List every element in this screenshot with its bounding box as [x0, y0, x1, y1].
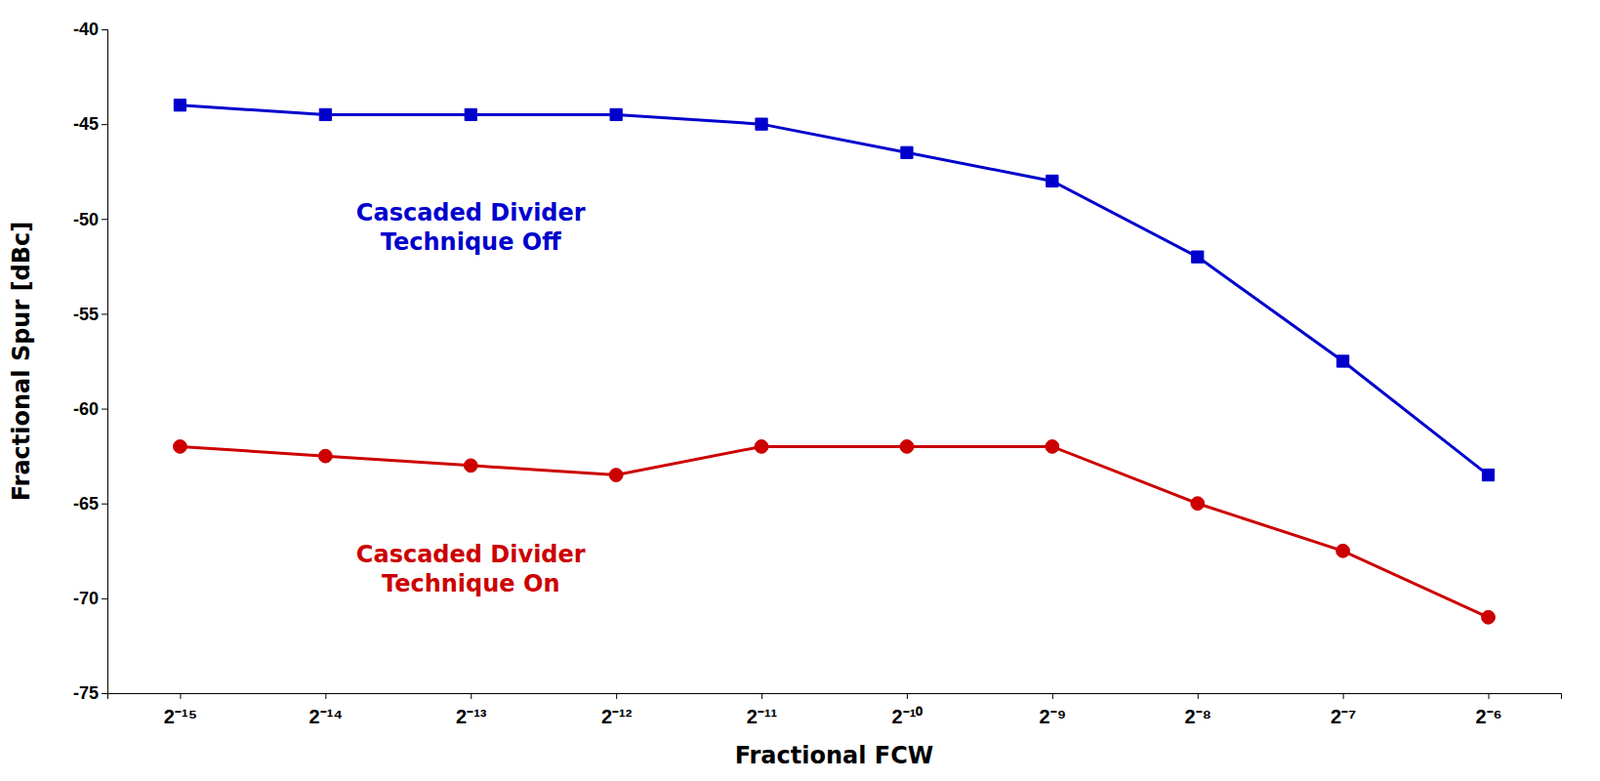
y-axis-line	[101, 30, 109, 695]
series-marker[interactable]	[318, 449, 332, 463]
annotation-line: Cascaded Divider	[356, 540, 586, 569]
x-tick: 2⁻⁸	[1184, 693, 1212, 728]
annotation-line: Cascaded Divider	[356, 199, 586, 227]
y-tick-label: -45	[73, 114, 99, 134]
y-tick-mark	[101, 503, 108, 505]
x-tick: 2⁻¹⁵	[164, 693, 198, 728]
series-marker[interactable]	[1481, 468, 1494, 481]
x-tick: 2⁻¹⁴	[309, 693, 344, 728]
y-tick-label: -65	[73, 493, 99, 514]
y-tick: -45	[73, 114, 108, 134]
series-marker[interactable]	[173, 99, 186, 112]
series-marker[interactable]	[173, 440, 188, 454]
y-tick-mark	[101, 29, 108, 31]
x-tick-mark	[615, 693, 617, 699]
x-tick-label: 2⁻¹⁰	[892, 705, 924, 728]
series-marker[interactable]	[901, 146, 913, 159]
x-tick: 2⁻¹⁰	[892, 693, 924, 728]
x-tick-label: 2⁻⁸	[1184, 705, 1212, 728]
series-marker[interactable]	[464, 108, 477, 121]
x-tick-label: 2⁻⁷	[1330, 705, 1356, 728]
x-tick-mark	[761, 693, 763, 699]
x-tick-label: 2⁻¹³	[455, 705, 488, 728]
series-marker[interactable]	[1045, 440, 1060, 454]
x-tick-label: 2⁻¹²	[601, 705, 633, 728]
annotations: Cascaded DividerTechnique OffCascaded Di…	[356, 199, 586, 598]
y-tick-label: -75	[73, 683, 99, 703]
y-tick-mark	[101, 218, 108, 220]
series-marker[interactable]	[609, 468, 623, 483]
x-tick: 2⁻⁹	[1039, 693, 1067, 728]
x-tick: 2⁻¹¹	[746, 693, 779, 728]
x-tick-mark	[1343, 693, 1345, 699]
x-tick-mark	[325, 693, 327, 699]
annotation-line: Technique Off	[380, 228, 562, 256]
series-marker[interactable]	[1191, 250, 1204, 263]
y-axis-title: Fractional Spur [dBc]	[7, 221, 36, 502]
annotation-line: Technique On	[381, 570, 560, 598]
x-axis-line	[108, 694, 1562, 700]
series-line	[179, 105, 1488, 476]
series-line	[179, 446, 1488, 617]
x-tick-label: 2⁻⁹	[1039, 705, 1067, 728]
x-axis-title: Fractional FCW	[735, 741, 935, 770]
x-tick: 2⁻⁷	[1330, 693, 1356, 728]
chart: 2⁻¹⁵2⁻¹⁴2⁻¹³2⁻¹²2⁻¹¹2⁻¹⁰2⁻⁹2⁻⁸2⁻⁷2⁻⁶-75-…	[0, 0, 1600, 781]
series-marker[interactable]	[1190, 496, 1205, 511]
series-marker[interactable]	[1046, 174, 1059, 187]
series-marker[interactable]	[755, 118, 768, 130]
series-marker[interactable]	[754, 440, 769, 454]
x-tick-label: 2⁻¹⁴	[309, 705, 344, 728]
y-tick: -50	[73, 209, 108, 230]
y-tick: -75	[73, 683, 108, 703]
series-marker[interactable]	[319, 108, 331, 121]
x-tick-label: 2⁻¹⁵	[164, 705, 198, 728]
y-tick-mark	[101, 598, 108, 600]
series-marker[interactable]	[463, 458, 478, 473]
y-tick-label: -50	[73, 209, 99, 230]
y-tick: -65	[73, 493, 108, 514]
y-tick-label: -55	[73, 304, 99, 325]
y-tick-mark	[101, 409, 108, 411]
x-tick-mark	[1052, 693, 1054, 699]
y-tick-label: -70	[73, 588, 99, 609]
y-tick-label: -40	[73, 19, 99, 40]
annotation: Cascaded DividerTechnique On	[356, 540, 586, 598]
x-tick-mark	[179, 693, 181, 699]
x-tick: 2⁻¹²	[601, 693, 633, 728]
x-tick-mark	[906, 693, 908, 699]
series-marker[interactable]	[1481, 610, 1496, 624]
series-marker[interactable]	[610, 108, 622, 121]
y-tick-mark	[101, 313, 108, 315]
series-marker[interactable]	[1336, 543, 1351, 558]
plot: 2⁻¹⁵2⁻¹⁴2⁻¹³2⁻¹²2⁻¹¹2⁻¹⁰2⁻⁹2⁻⁸2⁻⁷2⁻⁶-75-…	[73, 19, 1562, 728]
y-tick: -60	[73, 399, 108, 419]
x-tick: 2⁻¹³	[455, 693, 488, 728]
x-tick-label: 2⁻⁶	[1475, 705, 1502, 728]
y-tick-mark	[101, 123, 108, 125]
x-axis: 2⁻¹⁵ 2⁻¹⁴ 2⁻¹³ 2⁻¹² 2⁻¹¹ 2⁻¹⁰ 2⁻⁹ 2⁻⁸ 2⁻⁷ 2⁻⁶	[108, 693, 1562, 728]
x-tick-mark	[1488, 693, 1490, 699]
annotation: Cascaded DividerTechnique Off	[356, 199, 586, 256]
x-tick-mark	[470, 693, 472, 699]
x-tick: 2⁻⁶	[1475, 693, 1502, 728]
y-tick: -55	[73, 304, 108, 325]
y-axis: -75 -70 -65 -60 -55 -50 -45 -40	[73, 19, 109, 703]
series-marker[interactable]	[900, 440, 914, 454]
y-tick-label: -60	[73, 399, 99, 419]
x-tick-mark	[1197, 693, 1199, 699]
y-tick-mark	[101, 693, 108, 695]
y-tick: -70	[73, 588, 108, 609]
series-marker[interactable]	[1337, 355, 1350, 368]
x-tick-label: 2⁻¹¹	[746, 705, 779, 728]
y-tick: -40	[73, 19, 108, 40]
marks	[173, 99, 1496, 625]
